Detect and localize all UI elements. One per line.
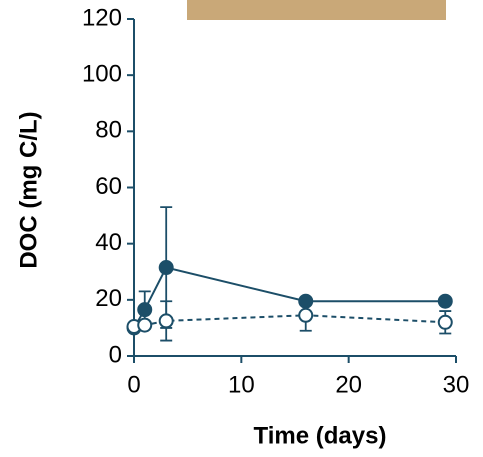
x-tick-label: 10 [228, 371, 255, 398]
y-tick-label: 120 [82, 4, 122, 31]
y-tick-label: 80 [95, 117, 122, 144]
x-tick-label: 0 [127, 371, 140, 398]
x-tick-label: 20 [335, 371, 362, 398]
point [137, 302, 153, 318]
photo-strip [187, 0, 446, 20]
y-axis-label: DOC (mg C/L) [15, 111, 42, 268]
x-tick-label: 30 [443, 371, 470, 398]
point [158, 260, 174, 276]
y-tick-label: 40 [95, 229, 122, 256]
y-tick-label: 0 [109, 341, 122, 368]
x-axis-label: Time (days) [254, 422, 387, 449]
series-line [133, 314, 446, 328]
y-tick-label: 100 [82, 61, 122, 88]
y-tick-label: 60 [95, 173, 122, 200]
point [137, 317, 153, 333]
point [158, 313, 174, 329]
series-line [133, 266, 446, 329]
point [437, 314, 453, 330]
point [437, 293, 453, 309]
y-tick-label: 20 [95, 285, 122, 312]
point [298, 307, 314, 323]
